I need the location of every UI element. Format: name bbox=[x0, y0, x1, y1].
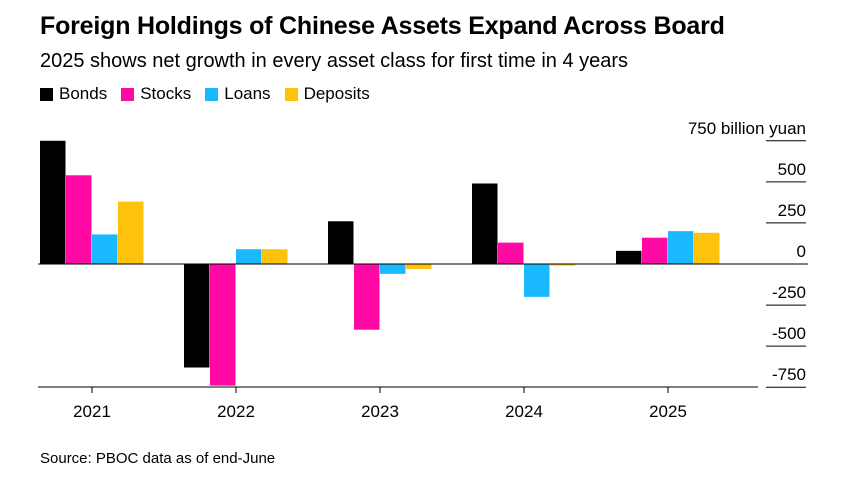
y-tick-label-0: 0 bbox=[797, 242, 806, 261]
legend-item-deposits: Deposits bbox=[284, 84, 370, 104]
legend-item-loans: Loans bbox=[205, 84, 271, 104]
bar-loans-2022 bbox=[236, 249, 262, 264]
legend-swatch-deposits bbox=[284, 87, 298, 101]
source-note: Source: PBOC data as of end-June bbox=[40, 450, 276, 467]
y-tick-label-750: 750 billion yuan bbox=[688, 119, 806, 138]
x-tick-label-2022: 2022 bbox=[217, 402, 255, 421]
bar-deposits-2022 bbox=[262, 249, 288, 264]
y-tick-label--250: -250 bbox=[772, 283, 806, 302]
legend-item-bonds: Bonds bbox=[40, 84, 107, 104]
bar-deposits-2025 bbox=[694, 232, 720, 264]
bar-bonds-2025 bbox=[616, 250, 642, 264]
bar-deposits-2023 bbox=[406, 264, 432, 269]
bar-bonds-2022 bbox=[184, 264, 210, 368]
x-tick-label-2021: 2021 bbox=[73, 402, 111, 421]
legend-swatch-loans bbox=[205, 87, 219, 101]
legend-label-loans: Loans bbox=[224, 84, 271, 103]
legend-swatch-stocks bbox=[121, 87, 135, 101]
bar-stocks-2025 bbox=[642, 237, 668, 264]
bar-stocks-2023 bbox=[354, 264, 380, 330]
x-tick-label-2024: 2024 bbox=[505, 402, 543, 421]
x-tick-label-2025: 2025 bbox=[649, 402, 687, 421]
legend: Bonds Stocks Loans Deposits bbox=[40, 84, 370, 104]
y-tick-label-250: 250 bbox=[778, 201, 806, 220]
chart-subtitle: 2025 shows net growth in every asset cla… bbox=[40, 50, 629, 72]
bar-loans-2024 bbox=[524, 264, 550, 297]
bar-deposits-2021 bbox=[118, 201, 144, 264]
legend-swatch-bonds bbox=[40, 87, 53, 101]
legend-label-bonds: Bonds bbox=[59, 84, 108, 103]
bar-bonds-2023 bbox=[328, 221, 354, 264]
bar-bonds-2021 bbox=[40, 140, 66, 264]
legend-label-deposits: Deposits bbox=[303, 84, 370, 103]
y-tick-label--500: -500 bbox=[772, 324, 806, 343]
bar-stocks-2024 bbox=[498, 242, 524, 264]
bar-stocks-2021 bbox=[66, 175, 92, 264]
chart-title: Foreign Holdings of Chinese Assets Expan… bbox=[40, 12, 725, 40]
bar-bonds-2024 bbox=[472, 183, 498, 264]
legend-item-stocks: Stocks bbox=[121, 84, 191, 104]
legend-label-stocks: Stocks bbox=[140, 84, 192, 103]
x-tick-label-2023: 2023 bbox=[361, 402, 399, 421]
bar-deposits-2024 bbox=[550, 264, 576, 266]
bar-stocks-2022 bbox=[210, 264, 236, 386]
y-tick-label--750: -750 bbox=[772, 365, 806, 384]
bar-loans-2023 bbox=[380, 264, 406, 274]
y-tick-label-500: 500 bbox=[778, 160, 806, 179]
bar-loans-2021 bbox=[92, 234, 118, 264]
bar-loans-2025 bbox=[668, 231, 694, 264]
